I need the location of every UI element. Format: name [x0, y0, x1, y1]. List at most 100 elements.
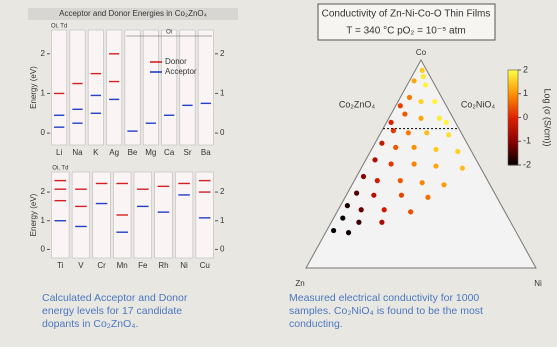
- x-tick-label: Ni: [180, 261, 188, 270]
- colorbar-cell: [508, 119, 518, 123]
- colorbar-tick-label: 2: [523, 64, 528, 74]
- colorbar-label: Log (σ (S/cm)): [543, 88, 553, 146]
- y-tick-label: 1: [220, 216, 225, 225]
- x-tick-label: Li: [56, 148, 62, 157]
- x-tick-label: Cr: [97, 261, 106, 270]
- colorbar-cell: [508, 91, 518, 95]
- data-point: [420, 74, 426, 80]
- colorbar-cell: [508, 93, 518, 97]
- data-point: [411, 161, 417, 167]
- data-point: [419, 180, 425, 186]
- x-tick-label: Ba: [201, 148, 211, 157]
- caption: energy levels for 17 candidate: [42, 305, 182, 317]
- colorbar-cell: [508, 136, 518, 140]
- column: [142, 29, 159, 146]
- colorbar-cell: [508, 89, 518, 92]
- colorbar-cell: [508, 146, 518, 149]
- column: [69, 29, 86, 146]
- caption: Calculated Acceptor and Donor: [42, 292, 188, 304]
- caption: conducting.: [289, 318, 343, 330]
- caption: Measured electrical conductivity for 100…: [289, 292, 479, 304]
- x-tick-label: Na: [72, 148, 83, 157]
- y-tick-label: 2: [41, 187, 46, 196]
- data-point: [393, 144, 399, 150]
- data-point: [344, 203, 350, 209]
- colorbar-cell: [508, 96, 518, 99]
- y-tick-label: 1: [220, 89, 225, 98]
- data-point: [397, 103, 403, 109]
- x-tick-label: Fe: [138, 261, 148, 270]
- data-point: [408, 209, 414, 215]
- data-point: [379, 219, 385, 225]
- vertex-label: Zn: [295, 279, 304, 288]
- colorbar-cell: [508, 70, 518, 73]
- column: [195, 171, 214, 259]
- colorbar-cell: [508, 77, 518, 80]
- data-point: [356, 219, 362, 225]
- y-tick-label: 1: [41, 216, 46, 225]
- data-point: [379, 140, 385, 146]
- phase-label: Co₂ZnO₄: [339, 99, 376, 109]
- data-point: [455, 148, 461, 155]
- colorbar-cell: [508, 100, 518, 104]
- x-tick-label: Sr: [184, 148, 192, 157]
- colorbar-cell: [508, 138, 518, 142]
- annotation: Oi, Td: [52, 166, 68, 172]
- column: [92, 171, 111, 259]
- colorbar-cell: [508, 74, 518, 78]
- y-axis-label: Energy (eV): [29, 193, 38, 236]
- data-point: [390, 128, 396, 134]
- data-point: [398, 192, 405, 198]
- data-point: [436, 115, 442, 121]
- colorbar-cell: [508, 141, 518, 145]
- data-point: [419, 67, 425, 73]
- colorbar-cell: [508, 129, 518, 133]
- column: [174, 171, 194, 259]
- colorbar-cell: [508, 86, 518, 90]
- column: [179, 29, 196, 146]
- colorbar-tick-label: 0: [523, 112, 528, 122]
- caption: samples. Co₂NiO₄ is found to be the most: [289, 305, 483, 317]
- colorbar-cell: [508, 98, 518, 102]
- colorbar-cell: [508, 134, 518, 137]
- colorbar-cell: [508, 108, 518, 111]
- data-point: [402, 111, 408, 117]
- annotation: Oi: [166, 30, 172, 36]
- data-point: [345, 230, 352, 236]
- colorbar-cell: [508, 122, 518, 126]
- column: [154, 171, 173, 259]
- colorbar-cell: [508, 162, 518, 166]
- colorbar-cell: [508, 110, 518, 114]
- y-tick-label: 0: [220, 128, 225, 137]
- data-point: [388, 161, 394, 167]
- data-point: [381, 207, 387, 213]
- data-point: [340, 215, 346, 221]
- x-tick-label: Mn: [117, 261, 128, 270]
- data-point: [418, 99, 424, 105]
- colorbar-tick-label: -1: [523, 136, 531, 146]
- colorbar-tick-label: -2: [523, 159, 531, 169]
- colorbar-cell: [508, 150, 518, 154]
- data-point: [372, 157, 378, 163]
- column: [161, 29, 178, 146]
- title-bar: [28, 8, 238, 20]
- y-tick-label: 0: [41, 245, 46, 254]
- x-tick-label: V: [78, 261, 84, 270]
- legend-label: Acceptor: [165, 67, 197, 76]
- data-point: [411, 78, 417, 84]
- data-point: [423, 82, 429, 88]
- y-tick-label: 2: [220, 187, 225, 196]
- column: [106, 29, 123, 146]
- colorbar-cell: [508, 157, 518, 161]
- data-point: [406, 94, 413, 101]
- colorbar-cell: [508, 79, 518, 83]
- data-point: [331, 227, 337, 234]
- x-tick-label: Mg: [145, 148, 156, 157]
- data-point: [433, 163, 439, 169]
- colorbar-cell: [508, 153, 518, 156]
- colorbar-cell: [508, 103, 518, 107]
- column: [51, 29, 68, 146]
- data-point: [441, 182, 447, 188]
- vertex-label: Co: [416, 48, 427, 57]
- data-point: [371, 192, 377, 198]
